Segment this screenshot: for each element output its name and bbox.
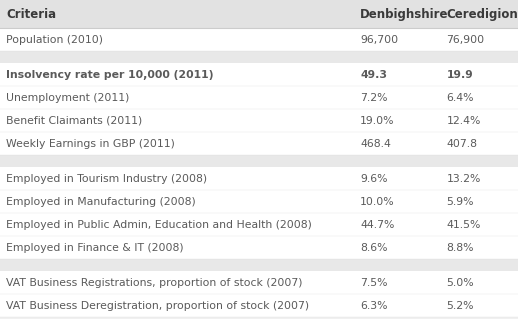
Text: Insolvency rate per 10,000 (2011): Insolvency rate per 10,000 (2011) — [6, 70, 214, 80]
Bar — [0, 213, 518, 236]
Text: 8.8%: 8.8% — [447, 242, 474, 253]
Text: Employed in Public Admin, Education and Health (2008): Employed in Public Admin, Education and … — [6, 219, 312, 230]
Text: 76,900: 76,900 — [447, 34, 485, 45]
Bar — [0, 51, 518, 63]
Text: 5.9%: 5.9% — [447, 197, 474, 207]
Text: Unemployment (2011): Unemployment (2011) — [6, 93, 130, 103]
Text: 8.6%: 8.6% — [360, 242, 387, 253]
Text: 6.3%: 6.3% — [360, 300, 387, 311]
Text: Ceredigion: Ceredigion — [447, 8, 518, 20]
Bar — [0, 190, 518, 213]
Text: Criteria: Criteria — [6, 8, 56, 20]
Text: 407.8: 407.8 — [447, 138, 478, 149]
Text: VAT Business Deregistration, proportion of stock (2007): VAT Business Deregistration, proportion … — [6, 300, 309, 311]
Text: Employed in Manufacturing (2008): Employed in Manufacturing (2008) — [6, 197, 196, 207]
Text: 5.0%: 5.0% — [447, 278, 474, 288]
Text: 12.4%: 12.4% — [447, 115, 481, 126]
Text: 49.3: 49.3 — [360, 70, 387, 80]
Bar — [0, 28, 518, 51]
Bar — [0, 167, 518, 190]
Text: 41.5%: 41.5% — [447, 219, 481, 230]
Text: 19.0%: 19.0% — [360, 115, 395, 126]
Bar — [0, 63, 518, 86]
Text: 96,700: 96,700 — [360, 34, 398, 45]
Text: Weekly Earnings in GBP (2011): Weekly Earnings in GBP (2011) — [6, 138, 175, 149]
Text: 9.6%: 9.6% — [360, 174, 387, 184]
Text: Benefit Claimants (2011): Benefit Claimants (2011) — [6, 115, 142, 126]
Text: Employed in Finance & IT (2008): Employed in Finance & IT (2008) — [6, 242, 184, 253]
Text: 6.4%: 6.4% — [447, 93, 474, 103]
Text: 10.0%: 10.0% — [360, 197, 395, 207]
Text: 13.2%: 13.2% — [447, 174, 481, 184]
Bar — [0, 271, 518, 294]
Text: Population (2010): Population (2010) — [6, 34, 103, 45]
Bar — [0, 259, 518, 271]
Text: 5.2%: 5.2% — [447, 300, 474, 311]
Bar — [0, 236, 518, 259]
Bar — [0, 0, 518, 28]
Text: 468.4: 468.4 — [360, 138, 391, 149]
Bar — [0, 86, 518, 109]
Bar — [0, 132, 518, 155]
Text: Employed in Tourism Industry (2008): Employed in Tourism Industry (2008) — [6, 174, 207, 184]
Bar — [0, 155, 518, 167]
Bar — [0, 109, 518, 132]
Text: Denbighshire: Denbighshire — [360, 8, 449, 20]
Text: VAT Business Registrations, proportion of stock (2007): VAT Business Registrations, proportion o… — [6, 278, 303, 288]
Text: 7.2%: 7.2% — [360, 93, 387, 103]
Text: 7.5%: 7.5% — [360, 278, 387, 288]
Text: 44.7%: 44.7% — [360, 219, 394, 230]
Bar — [0, 294, 518, 317]
Text: 19.9: 19.9 — [447, 70, 473, 80]
